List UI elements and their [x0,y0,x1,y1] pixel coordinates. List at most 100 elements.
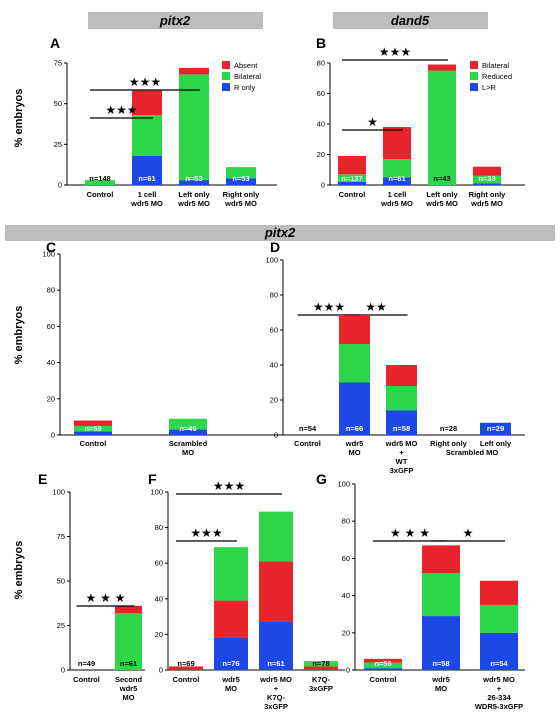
category-label: wdr5 MO [425,199,458,208]
legend-label: R only [234,83,256,92]
category-label: + [399,448,404,457]
y-axis-label-row1: % embryos [13,89,25,148]
bar-segment-blue [226,178,256,185]
y-tick-label: 60 [155,559,163,568]
category-label: wdr5 [431,675,450,684]
y-tick-label: 20 [317,150,325,159]
bar-segment-red [428,64,456,71]
category-label: Left only [480,439,512,448]
category-group-label: Scrambled MO [446,448,499,457]
significance-stars: ★★★ [129,75,161,89]
y-tick-label: 0 [321,181,325,190]
category-label: MO [182,448,194,457]
category-label: Second [115,675,143,684]
y-tick-label: 25 [54,140,62,149]
legend: Absent Bilateral R only [222,61,261,92]
category-label: wdr5 MO [177,199,210,208]
category-label: wdr5 MO [224,199,257,208]
panel-letter: B [316,35,326,51]
bar-segment-green [383,159,411,178]
bar-segment-green [259,511,293,562]
bar-segment-green [179,74,209,181]
category-label: 1 cell [138,190,157,199]
category-label: MO [122,693,134,702]
category-label: Control [80,439,107,448]
n-label: n=59 [84,424,101,433]
significance-stars: ★★★ [379,45,411,59]
category-label: wdr5 [345,439,364,448]
n-label: n=58 [432,659,449,668]
significance-stars: ★★ [365,300,387,314]
bar-segment-blue [132,155,162,185]
n-label: n=54 [299,424,317,433]
y-tick-label: 60 [342,554,350,563]
bar-segment-blue [422,616,460,670]
panel-letter: E [38,471,47,487]
bar-segment-green [473,175,501,184]
y-tick-label: 20 [155,630,163,639]
significance-stars: ★ ★ ★ [86,591,126,605]
category-label: 3xGFP [309,684,333,693]
legend-label: Bilateral [482,61,509,70]
bar-segment-green [85,180,115,185]
legend-swatch [222,83,230,91]
y-tick-label: 60 [270,326,278,335]
y-tick-label: 50 [57,577,65,586]
y-tick-label: 80 [155,523,163,532]
category-label: wdr5 MO [482,675,515,684]
category-label: 3xGFP [390,466,414,475]
n-label: n=78 [312,659,329,668]
bar-segment-red [480,580,518,605]
category-label: wdr5 MO [259,675,292,684]
legend-swatch [222,72,230,80]
category-label: wdr5 MO [130,199,163,208]
category-label: Control [173,675,200,684]
n-label: n=137 [341,174,362,183]
category-label: MO [348,448,360,457]
category-label: Scrambled [169,439,208,448]
bar-segment-green [226,167,256,179]
header-top-right-text: dand5 [391,13,430,28]
n-label: n=43 [433,174,450,183]
y-tick-label: 40 [342,591,350,600]
category-label: Control [294,439,321,448]
n-label: n=61 [138,174,155,183]
panel-letter: G [316,471,327,487]
legend-swatch [470,61,478,69]
legend-label: Reduced [482,72,512,81]
y-tick-label: 0 [274,431,278,440]
y-tick-label: 80 [270,291,278,300]
bar-segment-blue [179,180,209,185]
n-label: n=76 [222,659,239,668]
bar-segment-blue [259,621,293,670]
category-label: WDR5-3xGFP [475,702,523,711]
bar-segment-red [338,156,366,175]
y-tick-label: 80 [47,286,55,295]
category-label: Right only [430,439,467,448]
bar-segment-green [304,661,338,667]
bar-segment-red [132,90,162,116]
significance-stars: ★ [463,526,474,540]
y-tick-label: 100 [52,488,65,497]
category-label: Left only [178,190,210,199]
bar-segment-green [214,547,248,601]
y-tick-label: 100 [265,256,278,265]
bar-segment-blue [338,181,366,185]
category-label: 3xGFP [264,702,288,711]
legend-label: Absent [234,61,258,70]
y-tick-label: 25 [57,621,65,630]
y-tick-label: 75 [57,532,65,541]
bar-segment-red [179,67,209,75]
bar-segment-blue [214,637,248,670]
significance-stars: ★ ★ ★ [390,526,430,540]
significance-stars: ★ [367,115,378,129]
category-label: wdr5 MO [470,199,503,208]
bar-segment-blue [169,429,207,435]
n-label: n=29 [487,424,504,433]
header-middle: pitx2 [5,225,555,241]
bar-segment-green [115,613,142,670]
bar-segment-red [214,600,248,638]
y-axis-label-row3: % embryos [13,541,25,600]
